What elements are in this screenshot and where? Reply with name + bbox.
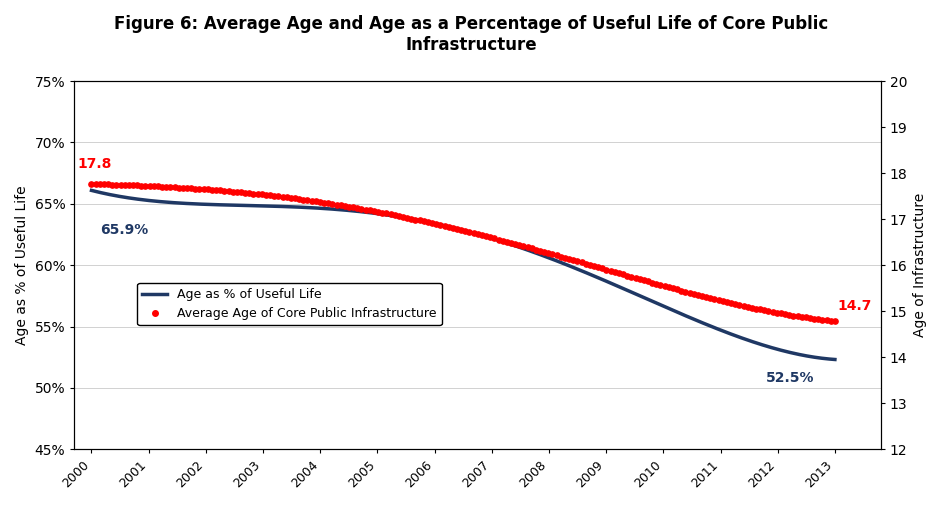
Y-axis label: Age as % of Useful Life: Age as % of Useful Life [15, 185, 29, 345]
Text: 52.5%: 52.5% [766, 371, 815, 385]
Y-axis label: Age of Infrastructure: Age of Infrastructure [913, 193, 927, 337]
Text: 17.8: 17.8 [77, 157, 111, 171]
Text: 14.7: 14.7 [837, 299, 872, 313]
Text: Figure 6: Average Age and Age as a Percentage of Useful Life of Core Public
Infr: Figure 6: Average Age and Age as a Perce… [114, 15, 828, 54]
Text: 65.9%: 65.9% [100, 224, 148, 237]
Legend: Age as % of Useful Life, Average Age of Core Public Infrastructure: Age as % of Useful Life, Average Age of … [137, 283, 442, 325]
